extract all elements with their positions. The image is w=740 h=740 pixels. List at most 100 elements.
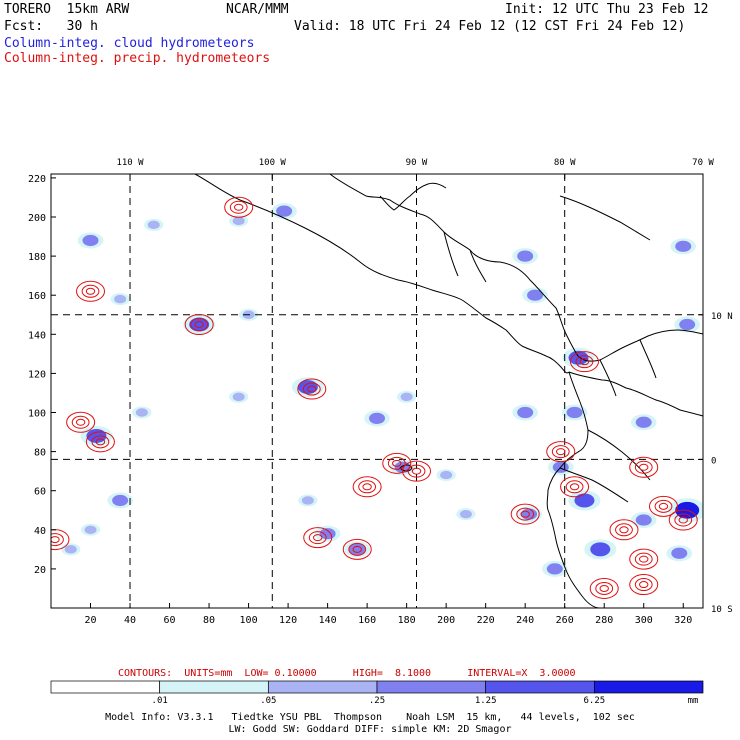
cloud-blob xyxy=(189,317,210,332)
border-country-2 xyxy=(639,339,657,379)
precip-contour xyxy=(302,382,321,396)
precip-contour xyxy=(599,584,609,592)
cloud-blob xyxy=(566,406,583,419)
y-tick-label: 200 xyxy=(28,213,46,224)
cloud-blob xyxy=(86,428,107,443)
colorbar-label: .05 xyxy=(260,696,276,706)
colorbar-units: mm xyxy=(688,696,699,706)
precip-contour xyxy=(619,526,629,534)
x-tick-label: 300 xyxy=(635,615,653,626)
border-andes-2 xyxy=(559,467,629,503)
cloud-blob xyxy=(546,563,563,575)
lat-label: 10 N xyxy=(711,312,733,322)
precip-contour xyxy=(411,467,422,475)
cloud-blob xyxy=(517,406,534,419)
y-tick-label: 180 xyxy=(28,252,46,263)
y-tick-label: 220 xyxy=(28,174,46,185)
colorbar-segment xyxy=(267,680,378,694)
cloud-blob xyxy=(671,547,688,559)
colorbar-segment xyxy=(159,680,269,694)
precip-contour xyxy=(71,415,90,429)
precip-contour xyxy=(81,284,100,298)
precip-contour xyxy=(629,456,659,478)
precip-contour xyxy=(579,358,590,366)
precip-contour xyxy=(589,577,619,599)
precip-contour xyxy=(348,542,367,556)
precip-contour xyxy=(75,418,86,426)
precip-contour xyxy=(634,460,653,474)
init-time: Init: 12 UTC Thu 23 Feb 12 xyxy=(505,2,709,17)
x-tick-label: 260 xyxy=(556,615,574,626)
cloud-blob xyxy=(679,318,696,331)
precip-contour xyxy=(648,495,678,517)
precip-contour xyxy=(51,536,60,544)
precip-contour xyxy=(233,203,244,211)
precip-contour xyxy=(516,507,535,521)
cloud-blob xyxy=(114,294,127,304)
precip-contour xyxy=(575,355,594,369)
precip-contour xyxy=(510,503,540,525)
cloud-blob xyxy=(276,205,293,217)
precip-contour xyxy=(615,523,633,537)
precip-contour xyxy=(313,534,323,542)
x-tick-label: 200 xyxy=(437,615,455,626)
x-tick-label: 20 xyxy=(84,615,96,626)
precip-contour xyxy=(387,456,406,470)
precip-contour xyxy=(352,545,362,553)
colorbar-label: .25 xyxy=(369,696,385,706)
colorbar-segment xyxy=(376,680,487,694)
precip-contour xyxy=(307,385,317,393)
precip-contour xyxy=(668,509,698,531)
colorbar-segment xyxy=(593,680,704,694)
precip-contour xyxy=(674,513,693,527)
cloud-blob xyxy=(369,412,385,424)
island-cuba xyxy=(559,195,651,241)
cloud-blob xyxy=(635,416,652,428)
cloud-blob xyxy=(517,250,534,262)
x-tick-label: 320 xyxy=(674,615,692,626)
cloud-blob xyxy=(232,216,245,226)
cloud-blob xyxy=(400,392,413,402)
precip-contour xyxy=(184,314,214,336)
y-tick-label: 160 xyxy=(28,291,46,302)
border-country-4 xyxy=(443,231,459,277)
border-andes-1 xyxy=(587,429,651,481)
colorbar-segment xyxy=(50,680,161,694)
plot-frame xyxy=(50,173,704,609)
precip-contour xyxy=(402,460,432,482)
precip-contour xyxy=(95,438,106,446)
cloud-blob xyxy=(574,493,595,508)
precip-contour xyxy=(595,581,614,595)
cloud-blob xyxy=(635,514,652,526)
coastline-mexico xyxy=(194,174,463,301)
coastline-south-america-north xyxy=(568,371,703,417)
model-title: TORERO 15km ARW xyxy=(4,2,130,17)
precip-contour xyxy=(308,531,327,545)
x-tick-label: 100 xyxy=(240,615,258,626)
precip-contour xyxy=(639,463,649,471)
precip-contour xyxy=(658,502,669,510)
cloud-blob xyxy=(135,408,148,417)
lat-label: 0 xyxy=(711,456,716,466)
precip-contour xyxy=(303,527,333,549)
precip-contour xyxy=(609,519,639,541)
coastline-south-america-west xyxy=(546,371,601,608)
model-info-line1: Model Info: V3.3.1 Tiedtke YSU PBL Thomp… xyxy=(105,712,635,723)
y-tick-label: 140 xyxy=(28,330,46,341)
precip-contour xyxy=(639,555,649,563)
lon-label: 110 W xyxy=(116,158,144,168)
colorbar-label: 6.25 xyxy=(583,696,605,706)
island-galapagos xyxy=(399,464,413,472)
precip-contour xyxy=(342,538,372,560)
x-tick-label: 160 xyxy=(358,615,376,626)
cloud-blob xyxy=(64,545,77,554)
cloud-blob xyxy=(112,494,129,507)
precip-contour xyxy=(565,480,584,494)
precip-contour xyxy=(66,411,96,433)
colorbar-segment xyxy=(485,680,595,694)
cloud-blob xyxy=(349,543,366,555)
x-tick-label: 240 xyxy=(516,615,534,626)
precip-contour xyxy=(229,200,248,214)
cloud-blob xyxy=(232,392,245,402)
y-tick-label: 40 xyxy=(34,526,46,537)
